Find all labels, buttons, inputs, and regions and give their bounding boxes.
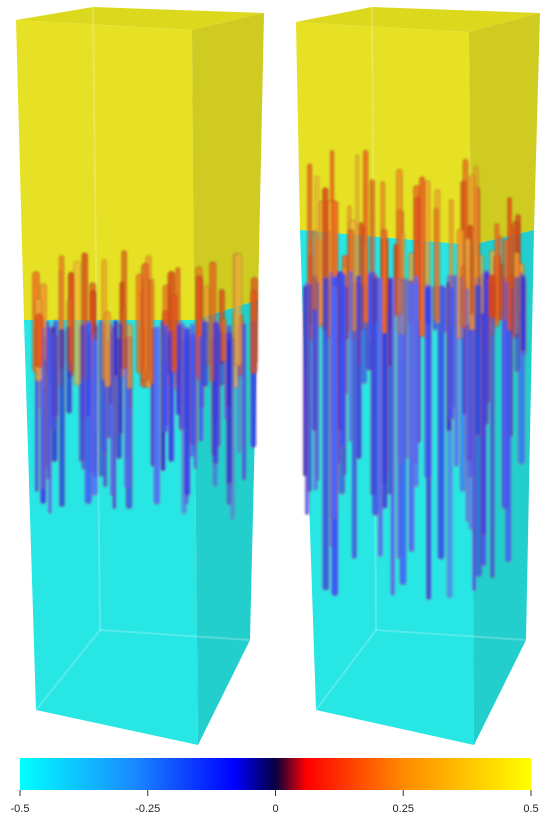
- colorbar-gradient: [20, 758, 531, 790]
- sinking-plume: [330, 286, 338, 520]
- sinking-plume: [91, 339, 98, 496]
- colorbar-tick-label: -0.5: [11, 803, 30, 815]
- rising-plume: [362, 149, 369, 324]
- sinking-plume: [437, 284, 445, 560]
- sinking-plume: [514, 276, 521, 373]
- rising-plume: [67, 272, 75, 373]
- sinking-plume: [388, 277, 393, 367]
- rising-plume: [126, 323, 133, 390]
- sinking-plume: [113, 319, 119, 377]
- sinking-plume: [465, 287, 470, 523]
- colorbar-tick-label: 0.25: [393, 803, 414, 815]
- rising-plume: [250, 290, 258, 375]
- sinking-plume: [306, 283, 313, 493]
- sinking-plume: [377, 277, 383, 557]
- right-top-face: [296, 7, 540, 32]
- rising-plume: [104, 311, 111, 388]
- sinking-plume: [201, 320, 209, 388]
- rising-plume: [148, 278, 155, 385]
- right-column-render: [296, 6, 540, 745]
- rising-plume: [141, 262, 149, 382]
- rising-plume: [35, 313, 44, 369]
- sinking-plume: [322, 276, 330, 591]
- sinking-plume: [356, 280, 361, 365]
- colorbar-tick-label: 0.5: [523, 803, 538, 815]
- rising-plume: [433, 207, 439, 321]
- sinking-plume: [339, 272, 346, 448]
- sinking-plume: [449, 274, 456, 409]
- sinking-plume: [118, 322, 124, 435]
- sinking-plume: [302, 285, 308, 477]
- rising-plume: [419, 176, 425, 338]
- left-column-render: [16, 6, 264, 745]
- colorbar: -0.5 -0.25 0 0.25 0.5: [11, 758, 539, 815]
- rising-plume: [135, 273, 143, 374]
- sinking-plume: [161, 324, 169, 433]
- sinking-plume: [315, 282, 320, 481]
- sinking-plume: [226, 331, 233, 485]
- left-front-upper: [16, 20, 194, 320]
- rising-plume: [311, 230, 318, 311]
- sinking-plume: [84, 321, 93, 505]
- sinking-plume: [474, 283, 482, 437]
- right-plume-region: [302, 149, 527, 601]
- rising-plume: [220, 317, 227, 363]
- left-plume-region: [32, 250, 258, 520]
- rising-plume: [507, 197, 512, 331]
- colorbar-tick-label: -0.25: [135, 803, 160, 815]
- sinking-plume: [348, 270, 354, 443]
- colorbar-tick-label: 0: [272, 803, 278, 815]
- sinking-plume: [520, 275, 526, 352]
- left-side-upper: [192, 13, 264, 320]
- sinking-plume: [58, 328, 66, 508]
- rising-plume: [73, 260, 82, 387]
- colorbar-ticks: -0.5 -0.25 0 0.25 0.5: [11, 790, 539, 815]
- rising-plume: [234, 253, 243, 367]
- sinking-plume: [241, 322, 247, 481]
- sinking-plume: [441, 286, 447, 333]
- sinking-plume: [46, 326, 51, 480]
- rising-plume: [170, 293, 178, 373]
- right-side-upper: [469, 13, 540, 245]
- rising-plume: [381, 228, 388, 334]
- sinking-plume: [481, 276, 487, 536]
- left-top-face: [16, 7, 264, 30]
- rising-plume: [396, 168, 403, 316]
- sinking-plume: [489, 282, 495, 579]
- sinking-plume: [189, 323, 196, 458]
- sinking-plume: [212, 320, 219, 465]
- rising-plume: [460, 265, 467, 329]
- rising-plume: [488, 274, 496, 319]
- sinking-plume: [423, 284, 432, 480]
- sinking-plume: [413, 281, 419, 488]
- sinking-plume: [183, 327, 191, 497]
- sinking-plume: [153, 326, 161, 505]
- sinking-plume: [371, 276, 379, 516]
